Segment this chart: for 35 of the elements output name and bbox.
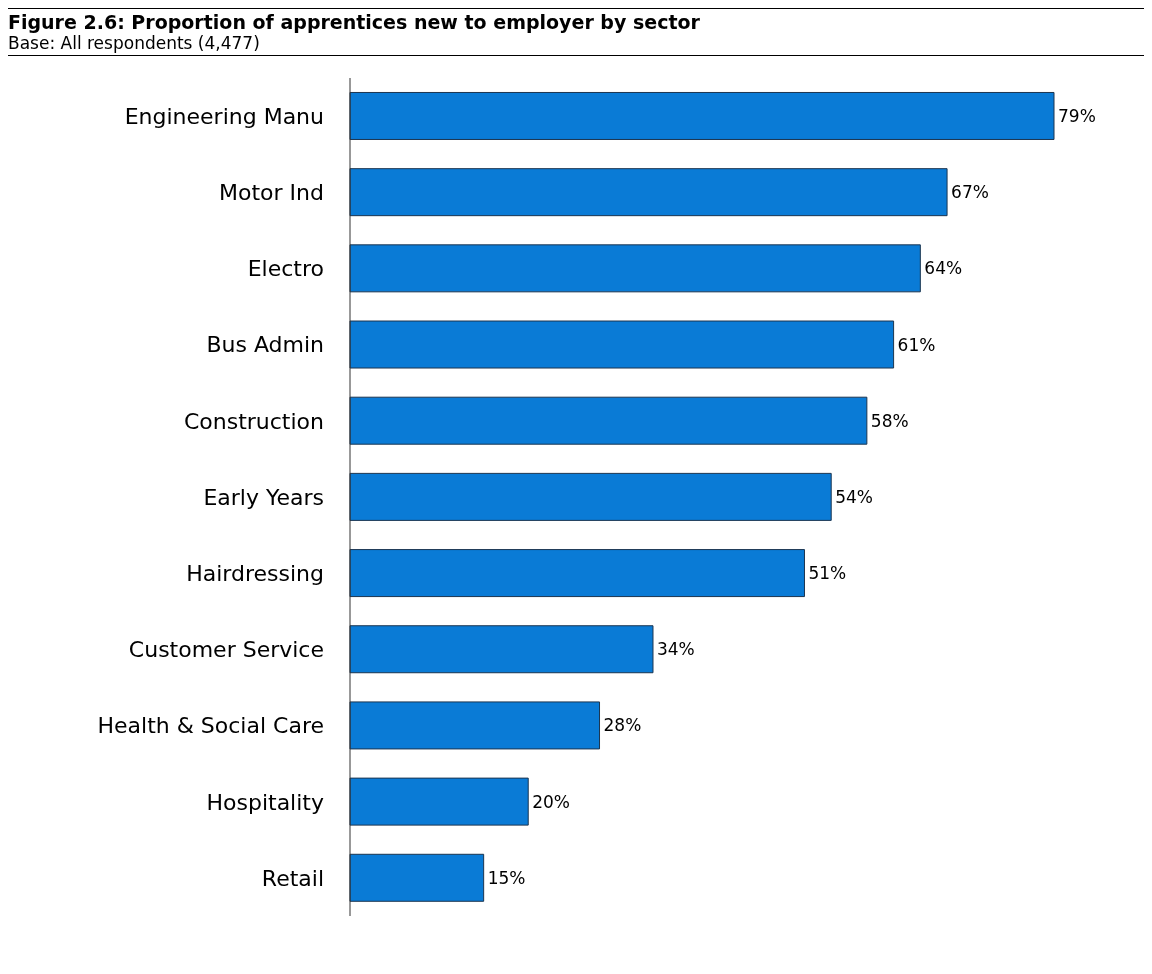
data-label: 34% bbox=[656, 639, 695, 660]
data-label: 79% bbox=[1058, 106, 1096, 127]
data-label: 61% bbox=[897, 334, 936, 355]
y-tick-label: Hospitality bbox=[206, 789, 324, 815]
bar bbox=[349, 777, 529, 826]
bar bbox=[349, 549, 805, 598]
chart-title: Figure 2.6: Proportion of apprentices new to employer by sector bbox=[8, 11, 701, 33]
y-tick-label: Motor Ind bbox=[219, 180, 324, 206]
text: Base: All respondents (4,477) bbox=[8, 33, 261, 53]
y-tick-label: Electro bbox=[247, 256, 324, 282]
data-label: 51% bbox=[808, 563, 847, 584]
y-tick-label: Early Years bbox=[203, 484, 324, 510]
data-label: 15% bbox=[487, 867, 526, 888]
bar bbox=[349, 244, 921, 293]
y-tick-label: Retail bbox=[261, 865, 324, 891]
bar bbox=[349, 396, 868, 445]
data-label: 67% bbox=[951, 182, 989, 203]
bar bbox=[349, 168, 948, 217]
bar bbox=[349, 701, 601, 750]
data-label: 28% bbox=[603, 715, 642, 736]
y-tick-label: Customer Service bbox=[128, 637, 324, 663]
y-tick-label: Bus Admin bbox=[206, 332, 324, 358]
data-label: 64% bbox=[924, 258, 963, 279]
y-tick-label: Health & Social Care bbox=[97, 713, 324, 739]
data-label: 58% bbox=[870, 410, 909, 431]
bar bbox=[349, 472, 832, 521]
y-tick-label: Construction bbox=[183, 408, 324, 434]
y-tick-label: Engineering Manu bbox=[124, 103, 324, 129]
bar bbox=[349, 625, 654, 674]
bar bbox=[349, 91, 1055, 140]
data-label: 54% bbox=[835, 486, 874, 507]
bar bbox=[349, 853, 485, 902]
y-tick-label: Hairdressing bbox=[186, 560, 324, 586]
bar bbox=[349, 320, 895, 369]
data-label: 20% bbox=[532, 791, 571, 812]
